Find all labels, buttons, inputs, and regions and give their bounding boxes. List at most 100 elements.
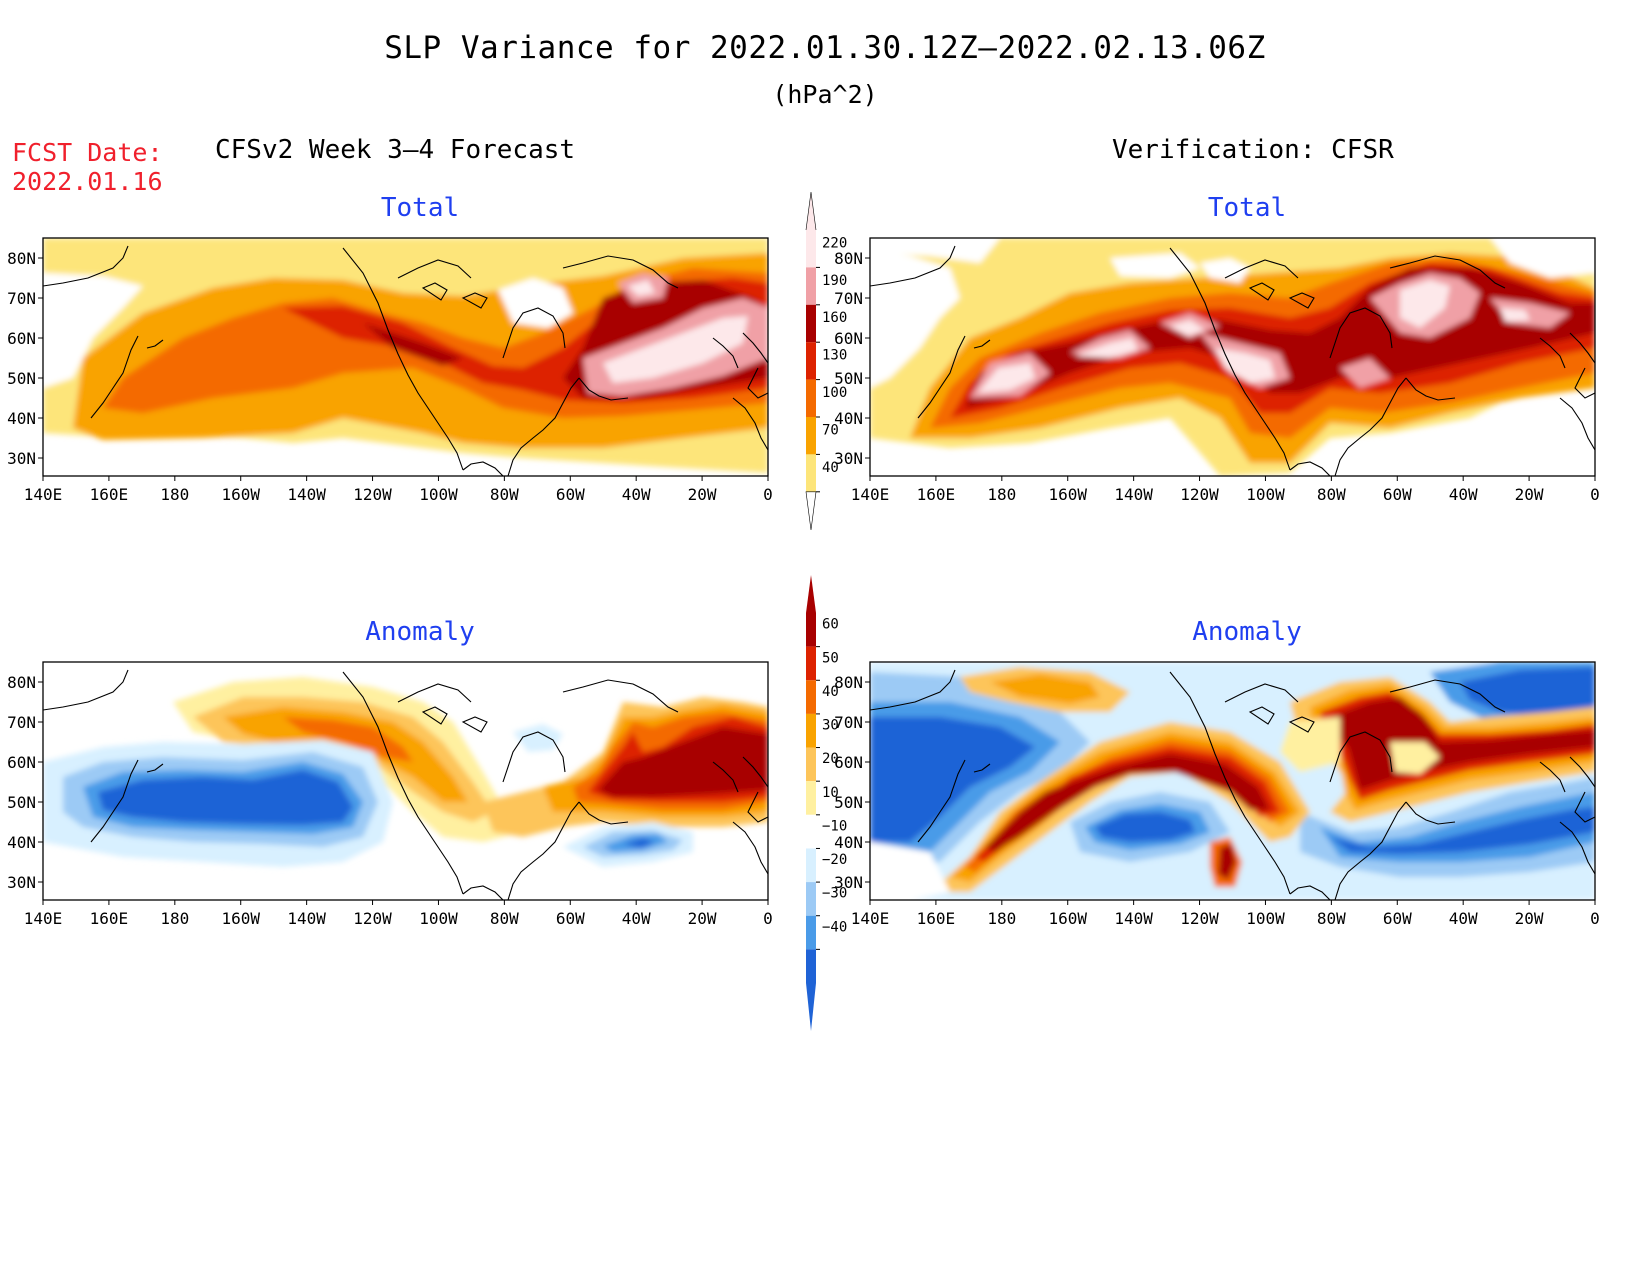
fcst-date-value: 2022.01.16 (12, 167, 163, 196)
lon-label: 160E (90, 909, 129, 928)
chart-title: SLP Variance for 2022.01.30.12Z—2022.02.… (384, 30, 1266, 66)
lat-label: 30N (834, 449, 863, 468)
lat-label: 80N (834, 249, 863, 268)
lon-label: 80W (490, 909, 519, 928)
lon-label: 20W (1515, 485, 1544, 504)
total-colorbar-label: 160 (822, 310, 847, 326)
lon-label: 40W (1449, 485, 1478, 504)
lon-label: 20W (1515, 909, 1544, 928)
lon-label: 180 (160, 485, 189, 504)
lon-label: 140E (851, 485, 890, 504)
total-colorbar-label: 40 (822, 460, 839, 476)
forecast-total-subtitle: Total (380, 193, 460, 223)
lon-label: 60W (1383, 909, 1412, 928)
fcst-date-caption: FCST Date: (12, 138, 163, 167)
anomaly-colorbar-segment (806, 949, 816, 983)
lon-label: 60W (1383, 485, 1412, 504)
lon-label: 120W (1180, 485, 1219, 504)
forecast-anomaly-subtitle: Anomaly (365, 617, 475, 647)
lon-label: 100W (1246, 485, 1285, 504)
lon-label: 80W (490, 485, 519, 504)
lon-label: 120W (353, 909, 392, 928)
total-colorbar-label: 190 (822, 273, 847, 289)
anomaly-colorbar-label: −40 (822, 919, 847, 935)
lat-label: 50N (7, 369, 36, 388)
lat-label: 30N (7, 873, 36, 892)
lon-label: 180 (160, 909, 189, 928)
total-colorbar-label: 220 (822, 235, 847, 251)
lon-label: 40W (622, 485, 651, 504)
anomaly-colorbar-segment (806, 680, 816, 714)
anomaly-colorbar-label: 60 (822, 617, 839, 633)
lon-label: 140W (287, 909, 326, 928)
total-colorbar-label: 130 (822, 348, 847, 364)
lat-label: 80N (7, 249, 36, 268)
lon-label: 140W (287, 485, 326, 504)
lon-label: 80W (1317, 909, 1346, 928)
lat-label: 60N (7, 753, 36, 772)
verification-header: Verification: CFSR (1112, 135, 1394, 165)
lon-label: 160E (917, 909, 956, 928)
lon-label: 180 (987, 909, 1016, 928)
anomaly-colorbar-segment (806, 848, 816, 883)
lat-label: 40N (7, 409, 36, 428)
anomaly-colorbar-segment (806, 747, 816, 782)
lon-label: 160E (917, 485, 956, 504)
lon-label: 20W (688, 909, 717, 928)
lon-label: 0 (763, 909, 773, 928)
lon-label: 140W (1114, 485, 1153, 504)
lon-label: 160E (90, 485, 129, 504)
lon-label: 100W (1246, 909, 1285, 928)
lon-label: 0 (1590, 909, 1600, 928)
verification-total-subtitle: Total (1207, 193, 1287, 223)
anomaly-colorbar-label: 10 (822, 785, 839, 801)
lat-label: 80N (7, 673, 36, 692)
forecast-header: CFSv2 Week 3—4 Forecast (215, 135, 576, 165)
anomaly-colorbar-label: 40 (822, 684, 839, 700)
verification-anomaly-subtitle: Anomaly (1192, 617, 1302, 647)
anomaly-colorbar-segment (806, 713, 816, 748)
lon-label: 160W (221, 485, 260, 504)
lat-label: 60N (7, 329, 36, 348)
lon-label: 100W (419, 485, 458, 504)
lon-label: 160W (221, 909, 260, 928)
lat-label: 60N (834, 753, 863, 772)
lat-label: 40N (7, 833, 36, 852)
anomaly-colorbar-label: 30 (822, 718, 839, 734)
lon-label: 80W (1317, 485, 1346, 504)
total-colorbar-label: 70 (822, 422, 839, 438)
lat-label: 70N (834, 289, 863, 308)
lat-label: 50N (834, 369, 863, 388)
anomaly-colorbar-segment (806, 781, 816, 815)
total-colorbar-label: 100 (822, 385, 847, 401)
lon-label: 180 (987, 485, 1016, 504)
lat-label: 70N (7, 289, 36, 308)
lon-label: 160W (1048, 485, 1087, 504)
lat-label: 30N (834, 873, 863, 892)
lon-label: 140E (24, 485, 63, 504)
lat-label: 80N (834, 673, 863, 692)
lon-label: 0 (763, 485, 773, 504)
anomaly-colorbar-label: −10 (822, 818, 847, 834)
lon-label: 60W (556, 485, 585, 504)
lat-label: 70N (7, 713, 36, 732)
anomaly-colorbar-segment (806, 646, 816, 681)
lon-label: 140E (24, 909, 63, 928)
fcst-date-label: FCST Date: 2022.01.16 (12, 138, 163, 196)
lon-label: 140E (851, 909, 890, 928)
lat-label: 40N (834, 833, 863, 852)
lon-label: 60W (556, 909, 585, 928)
lat-label: 50N (7, 793, 36, 812)
anomaly-colorbar-segment (806, 882, 816, 916)
lat-label: 70N (834, 713, 863, 732)
lon-label: 120W (353, 485, 392, 504)
anomaly-colorbar-label: 50 (822, 650, 839, 666)
anomaly-colorbar-segment (806, 915, 816, 950)
lat-label: 40N (834, 409, 863, 428)
lon-label: 160W (1048, 909, 1087, 928)
lat-label: 30N (7, 449, 36, 468)
lon-label: 0 (1590, 485, 1600, 504)
lat-label: 50N (834, 793, 863, 812)
lon-label: 20W (688, 485, 717, 504)
